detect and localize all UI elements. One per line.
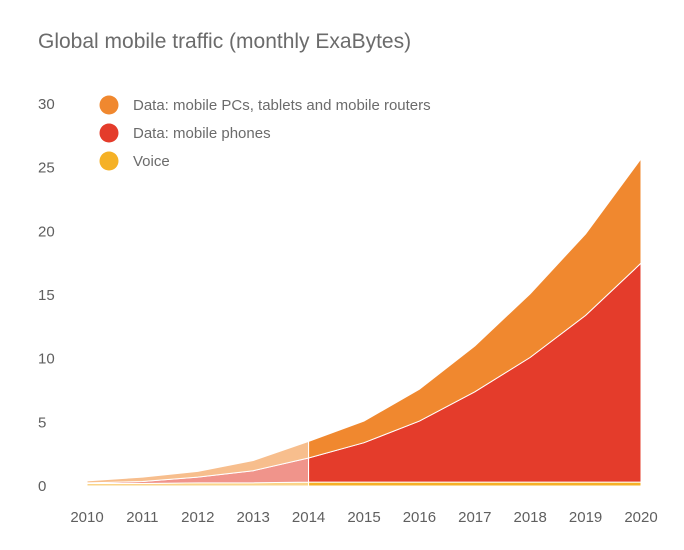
y-tick-label: 25 <box>38 160 55 177</box>
x-tick-label: 2014 <box>292 509 325 526</box>
y-tick-label: 15 <box>38 287 55 304</box>
chart-title: Global mobile traffic (monthly ExaBytes) <box>38 30 412 53</box>
legend-label: Data: mobile phones <box>133 125 271 142</box>
y-tick-label: 10 <box>38 351 55 368</box>
y-tick-label: 20 <box>38 223 55 240</box>
x-tick-label: 2020 <box>624 509 657 526</box>
x-tick-label: 2018 <box>514 509 547 526</box>
x-tick-label: 2019 <box>569 509 602 526</box>
y-tick-label: 0 <box>38 478 46 495</box>
legend-swatch <box>99 123 119 143</box>
x-tick-label: 2011 <box>126 509 158 526</box>
x-tick-label: 2015 <box>347 509 380 526</box>
legend-label: Data: mobile PCs, tablets and mobile rou… <box>133 97 431 114</box>
legend-swatch <box>99 151 119 171</box>
x-tick-label: 2012 <box>181 509 214 526</box>
y-tick-label: 30 <box>38 96 55 113</box>
x-tick-label: 2017 <box>458 509 491 526</box>
legend-swatch <box>99 95 119 115</box>
area-data-mobile-pcs-tablets-and-mobile-routers <box>308 157 642 459</box>
legend-label: Voice <box>133 153 170 170</box>
x-tick-label: 2013 <box>237 509 270 526</box>
area-voice <box>308 481 642 487</box>
y-tick-label: 5 <box>38 414 46 431</box>
x-tick-label: 2010 <box>70 509 103 526</box>
x-tick-label: 2016 <box>403 509 436 526</box>
